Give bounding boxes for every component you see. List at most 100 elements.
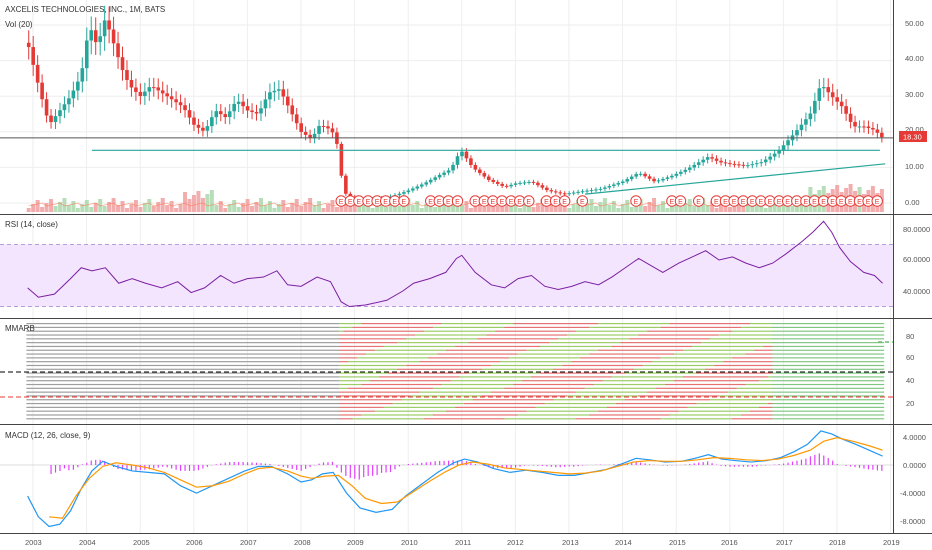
mmarb-ribbon-segment [388, 372, 469, 374]
earnings-marker-label: E [402, 199, 407, 206]
volume-bar [116, 205, 121, 212]
mmarb-ribbon-segment [459, 376, 532, 378]
rsi-axis: 80.0000 60.0000 40.0000 [903, 225, 930, 296]
volume-bar [375, 204, 380, 212]
candle-body [80, 68, 85, 82]
candle-body [143, 91, 147, 97]
candle-body [160, 90, 165, 94]
mmarb-ribbon-segment [339, 368, 398, 370]
volume-bar [31, 204, 36, 212]
mmarb-ribbon-segment [339, 323, 362, 325]
mmarb-ribbon-segment [26, 334, 340, 336]
candle-body [58, 110, 62, 117]
volume-bar [558, 205, 563, 212]
volume-bar [258, 198, 263, 212]
mmarb-ribbon-segment [26, 368, 340, 370]
volume-bar [790, 206, 795, 212]
candle-body [652, 178, 656, 182]
volume-bar [522, 204, 527, 212]
volume-bar [57, 202, 62, 212]
mmarb-ribbon-segment [700, 342, 773, 344]
mmarb-ribbon-segment [540, 345, 612, 348]
candle-body [71, 90, 76, 99]
volume-bar [276, 204, 281, 212]
mmarb-ribbon-segment [339, 349, 375, 351]
mmarb-ribbon-segment [772, 326, 885, 329]
year-label: 2017 [776, 538, 793, 547]
mmarb-ribbon-segment [419, 391, 492, 393]
volume-bar [678, 207, 683, 212]
mmarb-ribbon-segment [772, 387, 885, 389]
volume-bar [214, 205, 219, 212]
candle-body [147, 87, 152, 92]
mmarb-ribbon-segment [437, 353, 518, 355]
earnings-marker-label: E [482, 199, 487, 206]
year-label: 2004 [79, 538, 96, 547]
mmarb-axis: 80 60 40 20 [906, 332, 914, 408]
candle-body [553, 191, 558, 193]
candle-body [232, 103, 236, 112]
mmarb-ribbon-segment [26, 353, 340, 355]
mmarb-ribbon-segment [352, 418, 425, 420]
mmarb-ribbon-segment [723, 361, 773, 363]
volume-bar [98, 199, 103, 212]
candle-body [558, 192, 563, 194]
candle-body [402, 192, 406, 194]
candle-body [268, 92, 272, 100]
mmarb-ribbon-segment [490, 391, 576, 393]
mmarb-ribbon-segment [535, 406, 608, 408]
candle-body [585, 190, 589, 192]
candle-body [880, 132, 884, 138]
candle-body [62, 104, 67, 111]
candle-body [518, 182, 522, 184]
volume-bar [710, 201, 715, 212]
volume-bar [687, 199, 692, 212]
volume-bar [183, 192, 188, 212]
earnings-marker-label: E [804, 199, 809, 206]
mmarb-ribbon-segment [772, 345, 885, 348]
year-label: 2011 [455, 538, 471, 547]
volume-bar [696, 202, 701, 212]
volume-bar [571, 204, 576, 212]
mmarb-ribbon-segment [446, 410, 527, 412]
volume-bar [361, 205, 366, 212]
mmarb-ribbon-segment [602, 380, 675, 382]
mmarb-ribbon-segment [651, 361, 724, 363]
year-label: 2008 [294, 538, 311, 547]
candle-body [245, 106, 250, 111]
mmarb-ribbon-segment [495, 330, 576, 332]
mmarb-ribbon-segment [772, 353, 885, 355]
mmarb-ribbon-segment [580, 357, 661, 359]
mmarb-ribbon-segment [624, 372, 697, 374]
candle-body [638, 173, 643, 175]
mmarb-ribbon-segment [339, 330, 344, 332]
earnings-marker-label: E [544, 199, 549, 206]
macd-tick-label: 4.0000 [903, 433, 926, 442]
volume-bar [254, 202, 259, 212]
volume-bar [772, 200, 777, 212]
mmarb-ribbon-segment [531, 376, 612, 378]
mmarb-ribbon-segment [749, 410, 773, 412]
volume-bar [589, 199, 594, 212]
candle-body [290, 105, 295, 115]
mmarb-tick-label: 80 [906, 332, 914, 341]
volume-bar [683, 203, 688, 212]
candle-body [451, 164, 455, 171]
volume-bar [459, 205, 464, 212]
candle-body [223, 114, 228, 118]
mmarb-ribbon-segment [361, 383, 442, 386]
candle-body [848, 113, 853, 122]
candle-body [433, 177, 437, 180]
volume-bar [473, 204, 478, 212]
volume-bar [692, 206, 697, 212]
volume-bar [714, 208, 719, 212]
candle-body [491, 179, 496, 182]
volume-bar [147, 199, 152, 212]
candle-body [853, 121, 857, 127]
candle-body [746, 165, 750, 167]
mmarb-ribbon-segment [660, 326, 742, 329]
mmarb-ribbon-segment [513, 323, 599, 325]
earnings-marker [674, 195, 687, 207]
volume-bar [531, 207, 536, 212]
